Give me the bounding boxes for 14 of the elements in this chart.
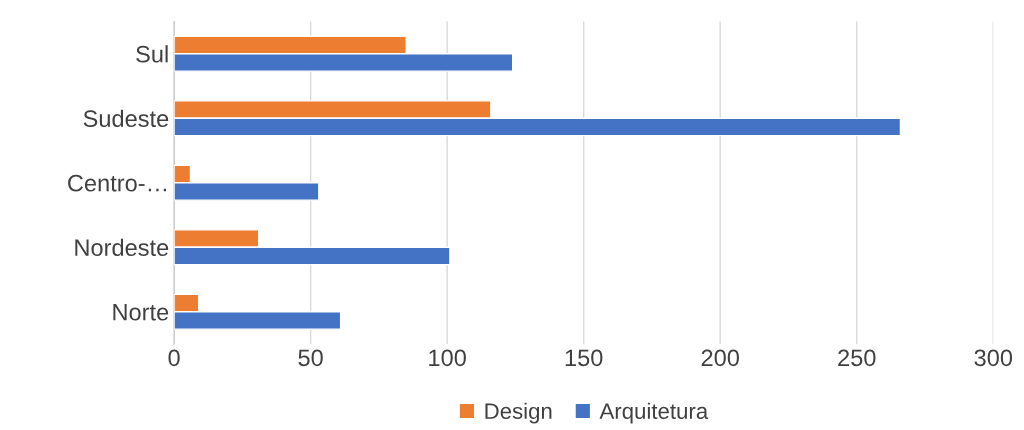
y-tick-label: Norte bbox=[113, 304, 169, 321]
x-tick-label: 0 bbox=[168, 349, 180, 367]
x-tick-label: 50 bbox=[298, 349, 323, 367]
y-tick-label: Centro-… bbox=[68, 174, 167, 192]
x-tick-label: 300 bbox=[974, 349, 1013, 367]
y-tick-label: Nordeste bbox=[75, 238, 169, 257]
x-tick-label: 100 bbox=[429, 349, 466, 367]
x-tick-label: 200 bbox=[701, 349, 739, 367]
legend-label: Design bbox=[485, 402, 552, 424]
y-tick-label: Sudeste bbox=[83, 109, 169, 128]
y-tick-label: Sul bbox=[136, 45, 168, 63]
x-tick-label: 250 bbox=[838, 349, 876, 367]
legend-label: Arquitetura bbox=[599, 402, 709, 424]
x-tick-label: 150 bbox=[565, 349, 603, 367]
